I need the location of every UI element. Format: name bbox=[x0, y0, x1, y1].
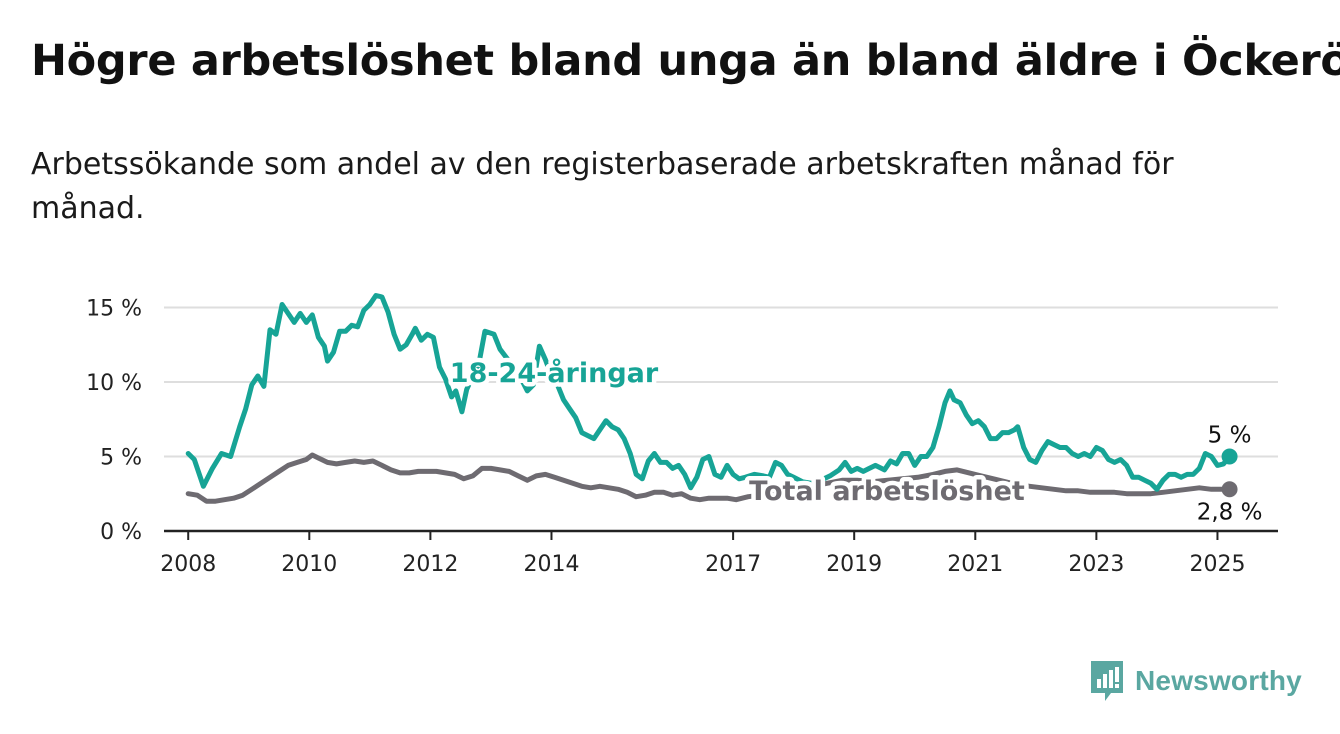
series-line-youth bbox=[185, 293, 1233, 492]
x-tick-label: 2019 bbox=[826, 552, 882, 577]
series-label-youth: 18-24-åringar bbox=[450, 357, 659, 389]
x-tick-label: 2012 bbox=[402, 552, 458, 577]
series-line-total bbox=[185, 452, 1233, 504]
y-tick-label: 5 % bbox=[100, 445, 142, 470]
x-tick-label: 2014 bbox=[523, 552, 579, 577]
newsworthy-logo-icon bbox=[1091, 661, 1123, 701]
x-axis-ticks: 2008 2010 2012 2014 2017 2019 2021 2023 2025 bbox=[160, 531, 1245, 577]
y-tick-label: 0 % bbox=[100, 520, 142, 545]
brand-name: Newsworthy bbox=[1135, 665, 1302, 696]
end-label-total: 2,8 % bbox=[1197, 499, 1263, 525]
end-marker-total bbox=[1221, 481, 1238, 498]
y-tick-label: 10 % bbox=[86, 371, 142, 396]
series-label-total: Total arbetslöshet bbox=[749, 476, 1025, 507]
series-label-total-halo: Total arbetslöshet bbox=[749, 476, 1025, 507]
x-tick-label: 2021 bbox=[947, 552, 1003, 577]
series-lines bbox=[185, 293, 1233, 504]
y-axis-ticks: 0 % 5 % 10 % 15 % bbox=[86, 296, 142, 545]
x-tick-label: 2008 bbox=[160, 552, 216, 577]
series-label-youth-halo: 18-24-åringar bbox=[450, 357, 659, 389]
brand-logo: Newsworthy bbox=[1089, 659, 1302, 703]
x-tick-label: 2023 bbox=[1068, 552, 1124, 577]
series-labels: 5 %2,8 %18-24-åringar18-24-åringarTotal … bbox=[445, 353, 1263, 526]
chart-title: Högre arbetslöshet bland unga än bland ä… bbox=[31, 36, 1340, 86]
y-tick-label: 15 % bbox=[86, 296, 142, 321]
end-marker-youth bbox=[1221, 448, 1238, 465]
chart-subtitle: Arbetssökande som andel av den registerb… bbox=[31, 147, 1174, 226]
x-tick-label: 2017 bbox=[705, 552, 761, 577]
x-tick-label: 2025 bbox=[1189, 552, 1245, 577]
end-label-youth: 5 % bbox=[1208, 422, 1252, 448]
x-tick-label: 2010 bbox=[281, 552, 337, 577]
